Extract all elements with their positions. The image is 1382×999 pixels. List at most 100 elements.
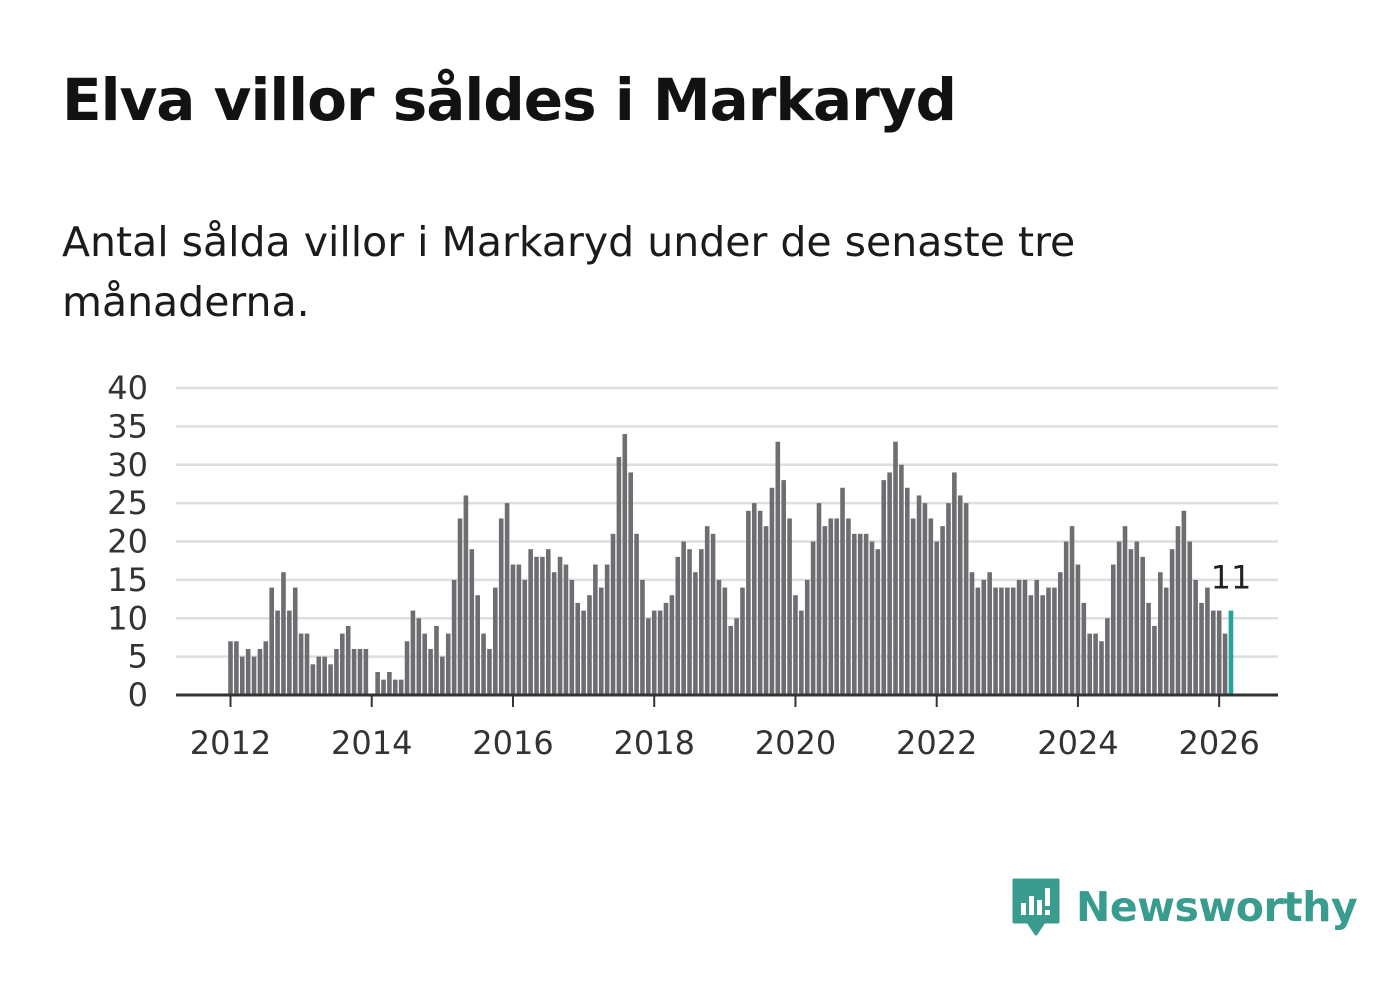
bar	[569, 579, 575, 696]
bar	[440, 656, 445, 696]
newsworthy-logo: Newsworthy	[1010, 876, 1358, 938]
x-tick-label: 2024	[1037, 724, 1118, 762]
bar	[999, 587, 1004, 695]
bar	[304, 633, 310, 695]
bar	[593, 564, 598, 695]
bar	[1193, 579, 1198, 696]
bar	[1181, 510, 1187, 695]
bars	[228, 434, 1234, 696]
y-tick-label: 20	[107, 523, 148, 561]
bar	[816, 503, 822, 696]
bar	[628, 472, 633, 695]
bar	[828, 518, 834, 695]
bar	[634, 533, 639, 695]
gridlines	[176, 386, 1278, 658]
bar	[263, 641, 269, 695]
bar	[287, 610, 292, 695]
bar	[510, 564, 516, 695]
bar	[551, 572, 557, 695]
bar	[857, 533, 863, 695]
bar	[646, 618, 651, 695]
y-tick-label: 0	[128, 676, 148, 714]
bar-latest	[1228, 610, 1234, 695]
bar	[769, 487, 775, 695]
bar	[981, 579, 987, 696]
bar	[292, 587, 298, 695]
bar	[1128, 549, 1134, 695]
bar	[575, 602, 581, 695]
bar	[693, 572, 698, 695]
bar	[1069, 526, 1075, 695]
bar	[675, 556, 681, 695]
bar	[810, 541, 816, 695]
bar	[887, 472, 892, 695]
bar	[763, 526, 769, 695]
bar	[863, 533, 869, 695]
bar	[663, 602, 669, 695]
bar	[1216, 610, 1222, 695]
bar	[775, 441, 781, 695]
bar	[946, 503, 951, 696]
bar	[445, 633, 451, 695]
y-tick-label: 35	[107, 407, 148, 445]
bar	[846, 518, 851, 695]
bar	[1199, 602, 1204, 695]
bar	[398, 679, 404, 695]
bar	[275, 610, 280, 695]
bar	[734, 618, 739, 695]
bar	[363, 648, 369, 695]
bar	[581, 610, 586, 695]
bar	[928, 518, 934, 695]
bar	[422, 633, 427, 695]
bar	[793, 595, 798, 695]
bar	[1022, 579, 1028, 696]
bar	[587, 595, 592, 695]
bar	[728, 625, 734, 695]
y-tick-label: 40	[107, 369, 148, 407]
x-tick-label: 2020	[755, 724, 836, 762]
bar	[245, 648, 251, 695]
bar	[1057, 572, 1063, 695]
bar	[899, 464, 904, 695]
bar	[1187, 541, 1193, 695]
bar	[916, 495, 922, 695]
bar	[410, 610, 416, 695]
bar	[1063, 541, 1069, 695]
bar	[334, 648, 339, 695]
bar	[716, 579, 722, 696]
bar	[1075, 564, 1081, 695]
bar	[957, 495, 963, 695]
bar	[298, 633, 304, 695]
bar	[963, 503, 969, 696]
bar	[681, 541, 686, 695]
bar	[787, 518, 792, 695]
bar	[893, 441, 898, 695]
bar	[545, 549, 551, 695]
bar	[475, 595, 480, 695]
bar	[1016, 579, 1022, 696]
bar	[228, 641, 233, 695]
bar	[934, 541, 939, 695]
bar	[1087, 633, 1093, 695]
bar	[1116, 541, 1122, 695]
bar	[328, 664, 333, 695]
bar	[493, 587, 498, 695]
bar	[1163, 587, 1169, 695]
bar	[381, 679, 386, 695]
bar	[1122, 526, 1128, 695]
bar	[975, 587, 981, 695]
axes	[176, 693, 1278, 707]
bar	[1175, 526, 1181, 695]
bar	[1005, 587, 1010, 695]
bar	[1093, 633, 1098, 695]
bar	[1152, 625, 1157, 695]
bar	[1081, 602, 1087, 695]
bar	[451, 579, 457, 696]
bar	[345, 625, 351, 695]
chart-title: Elva villor såldes i Markaryd	[62, 66, 957, 134]
bar	[610, 533, 616, 695]
bar	[834, 518, 839, 695]
bar	[457, 518, 463, 695]
x-tick-label: 2014	[331, 724, 412, 762]
